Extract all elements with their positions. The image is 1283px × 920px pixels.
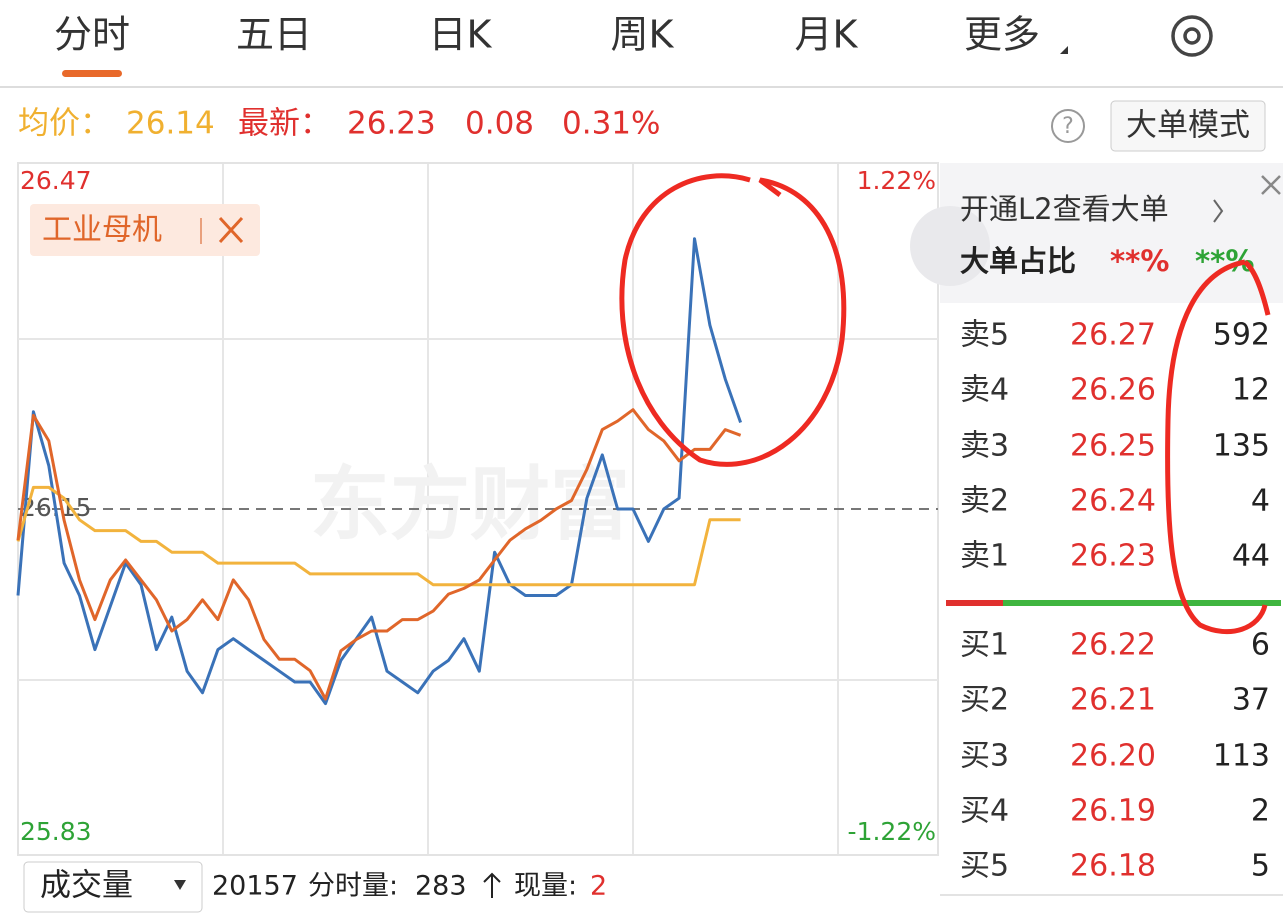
- book-price: 26.23: [1070, 539, 1156, 574]
- l2-buy-ratio: **%: [1110, 244, 1169, 278]
- annotation-bracket: [1165, 259, 1271, 635]
- volume-selector-label[interactable]: 成交量: [40, 868, 133, 904]
- l2-close[interactable]: [1261, 175, 1281, 195]
- tab[interactable]: 日K: [429, 13, 493, 57]
- l2-bubble: [910, 206, 990, 286]
- y-tick-label: 26.47: [20, 166, 92, 195]
- book-price: 26.22: [1070, 628, 1156, 663]
- book-price: 26.26: [1070, 373, 1156, 408]
- minute-volume: 283: [415, 871, 467, 902]
- tag-chip[interactable]: [30, 204, 260, 256]
- book-volume: 44: [1232, 539, 1270, 574]
- tab[interactable]: 更多: [964, 13, 1040, 57]
- latest-price: 26.23: [347, 106, 436, 142]
- price-line: [16, 408, 742, 701]
- book-label: 买3: [960, 739, 1009, 774]
- book-label: 买5: [960, 849, 1009, 884]
- big-order-button[interactable]: [1110, 100, 1266, 152]
- price-line: [16, 485, 741, 587]
- l2-promo[interactable]: 开通L2查看大单: [960, 192, 1169, 226]
- tab-underline: [62, 70, 122, 77]
- latest-label: 最新：: [238, 106, 331, 142]
- tab[interactable]: 分时: [54, 13, 130, 57]
- book-volume: 12: [1232, 373, 1270, 408]
- book-volume: 113: [1213, 739, 1270, 774]
- book-label: 卖5: [960, 318, 1009, 353]
- book-label: 卖2: [960, 484, 1009, 519]
- y2-tick-label: -1.22%: [848, 817, 936, 846]
- book-price: 26.18: [1070, 849, 1156, 884]
- book-label: 卖1: [960, 539, 1009, 574]
- avg-label: 均价：: [18, 106, 111, 142]
- y2-tick-label: 1.22%: [857, 166, 936, 195]
- big-order-button-label[interactable]: 大单模式: [1126, 108, 1250, 144]
- tab[interactable]: 月K: [795, 13, 859, 57]
- volume-total: 20157: [212, 871, 298, 902]
- help-icon[interactable]: ?: [1051, 109, 1085, 143]
- current-volume: 2: [590, 871, 607, 902]
- change-pct: 0.31%: [562, 106, 660, 142]
- book-volume: 135: [1213, 429, 1270, 464]
- book-label: 卖3: [960, 429, 1009, 464]
- tag-label: 工业母机: [42, 213, 162, 248]
- price-line: [16, 237, 743, 706]
- book-label: 买1: [960, 628, 1009, 663]
- avg-price: 26.14: [126, 106, 215, 142]
- tab[interactable]: 五日: [236, 13, 312, 57]
- book-label: 买2: [960, 683, 1009, 718]
- book-volume: 592: [1213, 318, 1270, 353]
- svg-text:?: ?: [1062, 114, 1074, 139]
- book-volume: 4: [1251, 484, 1270, 519]
- more-indicator: [1060, 46, 1068, 54]
- volume-selector[interactable]: [23, 861, 203, 913]
- book-volume: 37: [1232, 683, 1270, 718]
- dropdown-arrow: [174, 880, 186, 890]
- book-price: 26.27: [1070, 318, 1156, 353]
- l2-ratio-label: 大单占比: [960, 244, 1076, 278]
- l2-sell-ratio: **%: [1195, 244, 1254, 278]
- current-volume-label: 现量:: [514, 871, 577, 902]
- annotation-circle: [619, 173, 847, 467]
- tab[interactable]: 周K: [611, 13, 675, 57]
- up-arrow: [483, 872, 501, 898]
- change: 0.08: [465, 106, 534, 142]
- watermark: 东方财富: [310, 458, 630, 551]
- book-label: 买4: [960, 794, 1009, 829]
- book-price: 26.21: [1070, 683, 1156, 718]
- book-price: 26.25: [1070, 429, 1156, 464]
- l2-panel: [940, 163, 1283, 303]
- book-volume: 2: [1251, 794, 1270, 829]
- settings-icon[interactable]: [1171, 15, 1213, 57]
- y-tick-label: 25.83: [20, 817, 92, 846]
- book-price: 26.20: [1070, 739, 1156, 774]
- book-price: 26.19: [1070, 794, 1156, 829]
- minute-volume-label: 分时量:: [308, 871, 398, 902]
- book-volume: 6: [1251, 628, 1270, 663]
- book-volume: 5: [1251, 849, 1270, 884]
- tag-close[interactable]: [218, 216, 244, 244]
- l2-arrow: [1213, 199, 1224, 223]
- book-price: 26.24: [1070, 484, 1156, 519]
- book-label: 卖4: [960, 373, 1009, 408]
